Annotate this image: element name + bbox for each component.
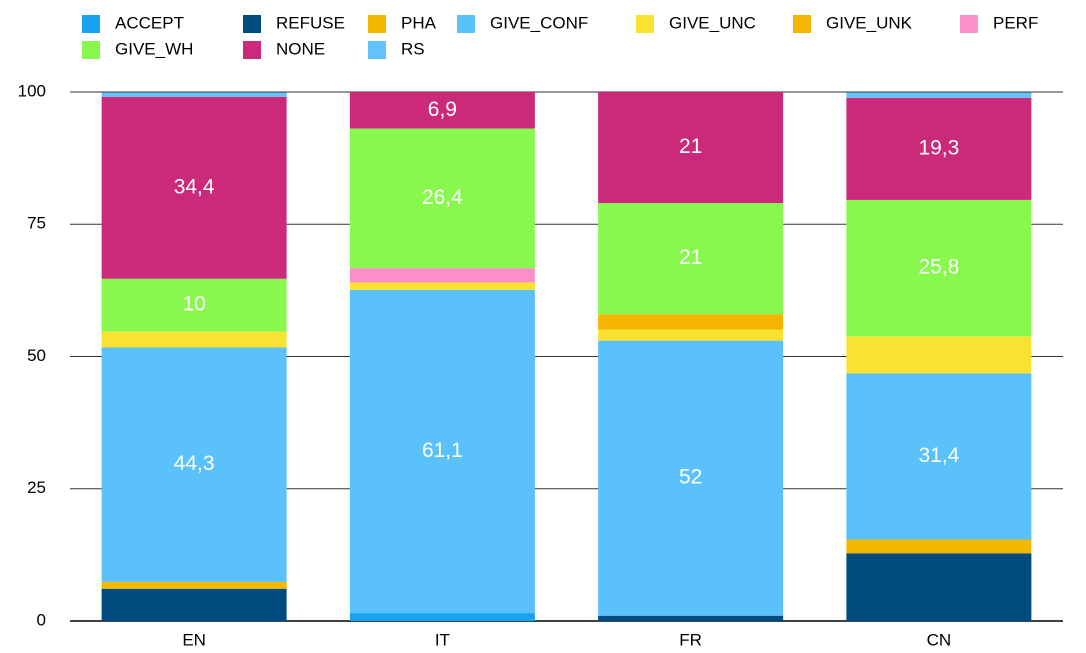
bar-segment (101, 347, 287, 582)
legend-swatch (960, 15, 978, 33)
legend-label: PERF (993, 13, 1038, 32)
legend-swatch (82, 15, 100, 33)
value-label: 31,4 (918, 444, 959, 467)
value-label: 52 (679, 466, 702, 489)
bar-segment (846, 553, 1032, 621)
y-tick-label: 75 (27, 214, 46, 233)
bar-segment (349, 282, 535, 290)
x-tick-label: EN (182, 630, 206, 649)
bar-segment (349, 289, 535, 614)
value-label: 44,3 (174, 452, 215, 475)
legend-label: GIVE_WH (115, 39, 193, 58)
x-tick-label: CN (927, 630, 952, 649)
bar-segment (598, 314, 784, 330)
bar-segment (598, 340, 784, 616)
legend-swatch (793, 15, 811, 33)
value-label: 25,8 (918, 256, 959, 279)
y-tick-label: 25 (27, 478, 46, 497)
bar-segment (846, 336, 1032, 374)
bar-segment (349, 92, 535, 129)
legend-swatch (82, 41, 100, 59)
value-label: 21 (679, 246, 702, 269)
legend-label: GIVE_UNK (826, 13, 913, 32)
bar-segment (101, 588, 287, 621)
bar-segment (846, 92, 1032, 98)
y-tick-label: 50 (27, 346, 46, 365)
value-label: 19,3 (918, 136, 959, 159)
bar-segment (846, 97, 1032, 200)
bar-segment (349, 268, 535, 283)
value-label: 10 (182, 293, 205, 316)
legend-swatch (457, 15, 475, 33)
bar-segment (101, 278, 287, 332)
bar-segment (598, 92, 784, 204)
legend-label: PHA (401, 13, 437, 32)
value-label: 34,4 (174, 175, 215, 198)
value-label: 26,4 (422, 186, 463, 209)
bar-segment (101, 96, 287, 279)
legend-label: ACCEPT (115, 13, 184, 32)
x-tick-label: IT (435, 630, 450, 649)
legend-label: REFUSE (276, 13, 345, 32)
legend-label: GIVE_UNC (669, 13, 756, 32)
bar-segment (846, 373, 1032, 540)
value-label: 6,9 (428, 98, 457, 121)
x-tick-label: FR (679, 630, 702, 649)
legend-label: GIVE_CONF (490, 13, 588, 32)
legend-label: RS (401, 39, 425, 58)
bar-segment (598, 329, 784, 341)
bar-segment (101, 331, 287, 348)
legend-swatch (243, 41, 261, 59)
value-label: 61,1 (422, 439, 463, 462)
legend-swatch (368, 15, 386, 33)
bar-segment (101, 92, 287, 97)
value-label: 21 (679, 135, 702, 158)
bar-segment (846, 539, 1032, 554)
bar-segment (349, 613, 535, 621)
y-tick-label: 100 (18, 81, 46, 100)
legend-swatch (636, 15, 654, 33)
legend-swatch (243, 15, 261, 33)
bar-segment (101, 581, 287, 589)
bar-segment (846, 199, 1032, 337)
bar-segment (598, 615, 784, 621)
bar-segment (349, 128, 535, 269)
y-tick-label: 0 (37, 610, 46, 629)
legend-label: NONE (276, 39, 325, 58)
bar-segment (598, 203, 784, 315)
legend-swatch (368, 41, 386, 59)
